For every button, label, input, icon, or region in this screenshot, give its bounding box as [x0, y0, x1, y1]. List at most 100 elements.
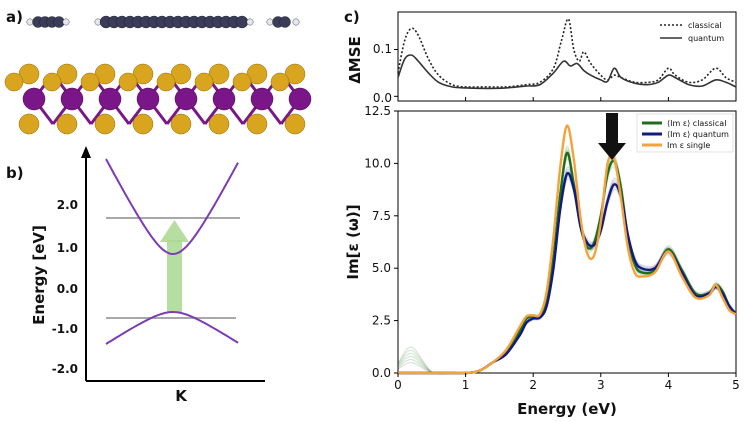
metal-atom [98, 87, 122, 111]
sulfur-atom [170, 63, 192, 85]
mse-legend-quantum: quantum [688, 34, 724, 43]
metal-atom [288, 87, 312, 111]
series-classical [398, 151, 737, 375]
im-eps-ytick-label: 7.5 [372, 209, 391, 223]
sulfur-atom [94, 63, 116, 85]
metal-atom [174, 87, 198, 111]
im-eps-xtick-label: 2 [529, 378, 537, 392]
b-ytick-0: 2.0 [57, 198, 78, 212]
sulfur-atom [94, 113, 116, 135]
sulfur-atom [4, 72, 24, 92]
valence-band [105, 310, 239, 345]
panel-label-a: a) [6, 8, 23, 26]
sample-trace [397, 148, 737, 375]
im-eps-frame [397, 110, 737, 374]
mse-ytick-0.0: 0.0 [373, 91, 392, 105]
im-eps-xtick-label: 3 [597, 378, 605, 392]
sample-trace [398, 168, 737, 374]
tmd-atoms [4, 63, 312, 135]
sample-traces [397, 145, 737, 375]
highlight-arrow-shaft [606, 113, 618, 145]
b-x-label: K [175, 387, 188, 405]
sulfur-atom [284, 63, 306, 85]
im-eps-xtick-label: 4 [665, 378, 673, 392]
mse-ticks [394, 48, 737, 101]
b-ytick-2: 0.0 [57, 282, 78, 296]
hydrogen-atom [266, 18, 274, 26]
sample-trace [398, 170, 737, 374]
b-ytick-4: -2.0 [52, 362, 78, 376]
sulfur-atom [56, 63, 78, 85]
highlight-arrow [598, 113, 626, 160]
series-single [398, 124, 737, 375]
sulfur-atom [208, 113, 230, 135]
conduction-band [105, 158, 239, 256]
panel-label-c: c) [344, 8, 360, 26]
sample-trace [397, 152, 737, 375]
sulfur-atom [18, 63, 40, 85]
transition-arrow-head [160, 220, 189, 242]
mse-legend: classical quantum [660, 21, 724, 43]
sulfur-atom [156, 72, 176, 92]
hydrogen-atom [26, 18, 34, 26]
im-eps-ytick-label: 10.0 [364, 156, 391, 170]
legend-single: Im ε single [667, 141, 710, 150]
hydrogen-atom [62, 18, 70, 26]
sulfur-atom [118, 72, 138, 92]
carbon-atom [235, 15, 249, 29]
hydrogen-atom [292, 18, 300, 26]
im-eps-x-label: Energy (eV) [517, 400, 617, 418]
legend-quantum: ⟨Im ε⟩ quantum [667, 130, 729, 139]
sulfur-atom [270, 72, 290, 92]
sample-trace [398, 166, 737, 374]
structure-panel [4, 15, 312, 135]
sulfur-atom [246, 113, 268, 135]
metal-atom [136, 87, 160, 111]
im-eps-ytick-label: 5.0 [372, 261, 391, 275]
mse-series-quantum [397, 54, 737, 90]
mse-ytick-0.1: 0.1 [373, 42, 392, 56]
im-eps-ytick-label: 0.0 [372, 366, 391, 380]
graphene-row [26, 15, 300, 29]
sulfur-atom [284, 113, 306, 135]
im-eps-xtick-label: 5 [732, 378, 740, 392]
mse-chart: 0.1 0.0 ΔMSE classical quantum [346, 11, 737, 105]
im-eps-xtick-label: 0 [394, 378, 402, 392]
sulfur-atom [170, 113, 192, 135]
sample-trace [397, 158, 737, 375]
sulfur-atom [194, 72, 214, 92]
im-eps-y-label: Im[ε (ω)] [344, 204, 362, 279]
im-eps-ytick-label: 12.5 [364, 104, 391, 118]
hydrogen-atom [246, 18, 254, 26]
im-eps-ticks: 0 1 2 3 4 5 0.0 2.5 5.0 7.5 10.0 12.5 [364, 104, 740, 392]
sulfur-atom [246, 63, 268, 85]
b-ytick-1: 1.0 [57, 241, 78, 255]
highlight-arrow-head [598, 143, 626, 160]
metal-atom [250, 87, 274, 111]
mse-legend-classical: classical [688, 21, 722, 30]
panel-label-b: b) [6, 164, 24, 182]
mse-series-classical [397, 18, 737, 88]
sulfur-atom [132, 113, 154, 135]
b-y-label: Energy [eV] [30, 225, 48, 325]
carbon-atom [279, 16, 291, 28]
sulfur-atom [208, 63, 230, 85]
metal-atom [22, 87, 46, 111]
metal-atom [60, 87, 84, 111]
band-diagram: 2.0 1.0 0.0 -1.0 -2.0 Energy [eV] K [30, 146, 265, 405]
b-y-axis-arrow [81, 146, 91, 158]
im-eps-ytick-label: 2.5 [372, 314, 391, 328]
sample-trace [397, 155, 737, 375]
im-eps-xtick-label: 1 [462, 378, 470, 392]
sulfur-atom [42, 72, 62, 92]
sulfur-atom [80, 72, 100, 92]
sulfur-atom [18, 113, 40, 135]
sulfur-atom [56, 113, 78, 135]
im-eps-legend: ⟨Im ε⟩ classical ⟨Im ε⟩ quantum Im ε sin… [636, 113, 734, 153]
mse-y-label: ΔMSE [346, 36, 364, 84]
sample-trace [397, 150, 737, 375]
transition-arrow-shaft [167, 240, 182, 312]
metal-atom [212, 87, 236, 111]
b-ytick-3: -1.0 [52, 322, 78, 336]
